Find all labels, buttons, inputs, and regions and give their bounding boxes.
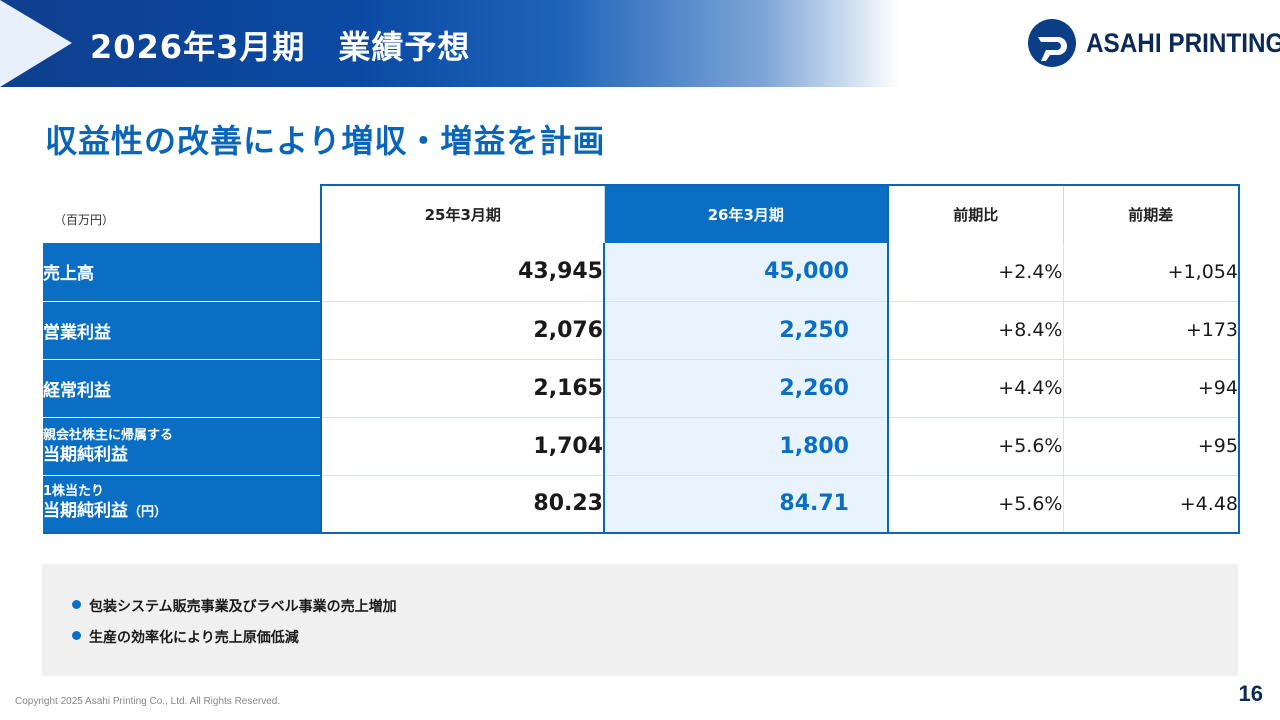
header-empty-cell xyxy=(43,185,321,243)
table-row: 営業利益 2,076 2,250 +8.4% +173 xyxy=(43,301,1240,360)
diff-value: +94 xyxy=(1062,359,1240,418)
forecast-value: 2,250 xyxy=(603,301,888,360)
row-label-unit: （円） xyxy=(128,505,168,521)
forecast-value: 84.71 xyxy=(603,475,888,534)
bullet-dot-icon xyxy=(72,600,81,609)
company-logo: ASAHI PRINTING xyxy=(1028,18,1280,68)
table-row: 経常利益 2,165 2,260 +4.4% +94 xyxy=(43,359,1240,418)
row-label-prefix: 親会社株主に帰属する xyxy=(43,427,174,443)
bullet-dot-icon xyxy=(72,631,81,640)
copyright-text: Copyright 2025 Asahi Printing Co., Ltd. … xyxy=(15,696,281,707)
header-triangle-decoration xyxy=(0,0,72,87)
header-diff: 前期差 xyxy=(1062,184,1240,243)
row-label-text: 売上高 xyxy=(43,264,94,285)
forecast-value: 1,800 xyxy=(603,417,888,476)
forecast-value: 45,000 xyxy=(603,243,888,302)
notes-box: 包装システム販売事業及びラベル事業の売上増加 生産の効率化により売上原価低減 xyxy=(42,564,1238,676)
row-label-text: 営業利益 xyxy=(43,322,111,343)
diff-value: +4.48 xyxy=(1062,475,1240,534)
table-row: 1株当たり 当期純利益（円） 80.23 84.71 +5.6% +4.48 xyxy=(43,475,1240,534)
prev-value: 2,165 xyxy=(320,359,604,418)
row-label: 営業利益 xyxy=(43,301,321,360)
note-item: 包装システム販売事業及びラベル事業の売上増加 xyxy=(72,596,1238,627)
table-row: 売上高 43,945 45,000 +2.4% +1,054 xyxy=(43,243,1240,302)
diff-value: +95 xyxy=(1062,417,1240,476)
row-label-text: 経常利益 xyxy=(43,380,111,401)
ratio-value: +5.6% xyxy=(887,475,1063,534)
row-label: 1株当たり 当期純利益（円） xyxy=(43,475,321,534)
note-item: 生産の効率化により売上原価低減 xyxy=(72,627,1238,658)
prev-value: 1,704 xyxy=(320,417,604,476)
ratio-value: +8.4% xyxy=(887,301,1063,360)
row-label-line: 当期純利益（円） xyxy=(43,500,320,524)
logo-text: ASAHI PRINTING xyxy=(1086,27,1280,58)
page-title: 2026年3月期 業績予想 xyxy=(90,28,471,66)
prev-value: 2,076 xyxy=(320,301,604,360)
diff-value: +173 xyxy=(1062,301,1240,360)
header-banner xyxy=(0,0,900,87)
forecast-value: 2,260 xyxy=(603,359,888,418)
header-ratio: 前期比 xyxy=(887,184,1063,243)
slide-subtitle: 収益性の改善により増収・増益を計画 xyxy=(45,122,606,160)
logo-mark-icon xyxy=(1028,19,1076,67)
ratio-value: +4.4% xyxy=(887,359,1063,418)
unit-label: （百万円） xyxy=(54,213,115,227)
row-label: 売上高 xyxy=(43,243,321,302)
notes-list: 包装システム販売事業及びラベル事業の売上増加 生産の効率化により売上原価低減 xyxy=(42,564,1238,658)
header-fy2026: 26年3月期 xyxy=(603,184,888,243)
prev-value: 43,945 xyxy=(320,243,604,302)
table-header-row: 25年3月期 26年3月期 前期比 前期差 xyxy=(43,184,1240,243)
row-label: 親会社株主に帰属する 当期純利益 xyxy=(43,417,321,476)
forecast-table: 25年3月期 26年3月期 前期比 前期差 売上高 43,945 45,000 … xyxy=(43,184,1240,534)
note-text: 包装システム販売事業及びラベル事業の売上増加 xyxy=(89,599,397,615)
table-row: 親会社株主に帰属する 当期純利益 1,704 1,800 +5.6% +95 xyxy=(43,417,1240,476)
row-label-text: 当期純利益 xyxy=(43,501,128,522)
diff-value: +1,054 xyxy=(1062,243,1240,302)
ratio-value: +5.6% xyxy=(887,417,1063,476)
row-label-prefix: 1株当たり xyxy=(43,484,105,500)
row-label-text: 当期純利益 xyxy=(43,444,128,465)
row-label: 経常利益 xyxy=(43,359,321,418)
note-text: 生産の効率化により売上原価低減 xyxy=(89,630,299,646)
header-fy2025: 25年3月期 xyxy=(320,184,604,243)
prev-value: 80.23 xyxy=(320,475,604,534)
page-number: 16 xyxy=(1238,681,1263,706)
ratio-value: +2.4% xyxy=(887,243,1063,302)
